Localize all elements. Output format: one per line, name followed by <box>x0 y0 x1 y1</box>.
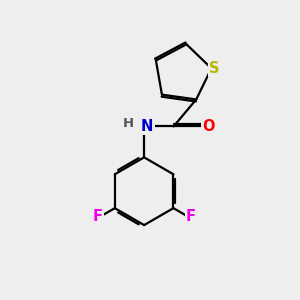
Text: F: F <box>186 209 196 224</box>
Text: N: N <box>141 119 153 134</box>
Text: O: O <box>202 119 215 134</box>
Text: H: H <box>122 117 134 130</box>
Text: S: S <box>209 61 220 76</box>
Text: F: F <box>92 209 102 224</box>
